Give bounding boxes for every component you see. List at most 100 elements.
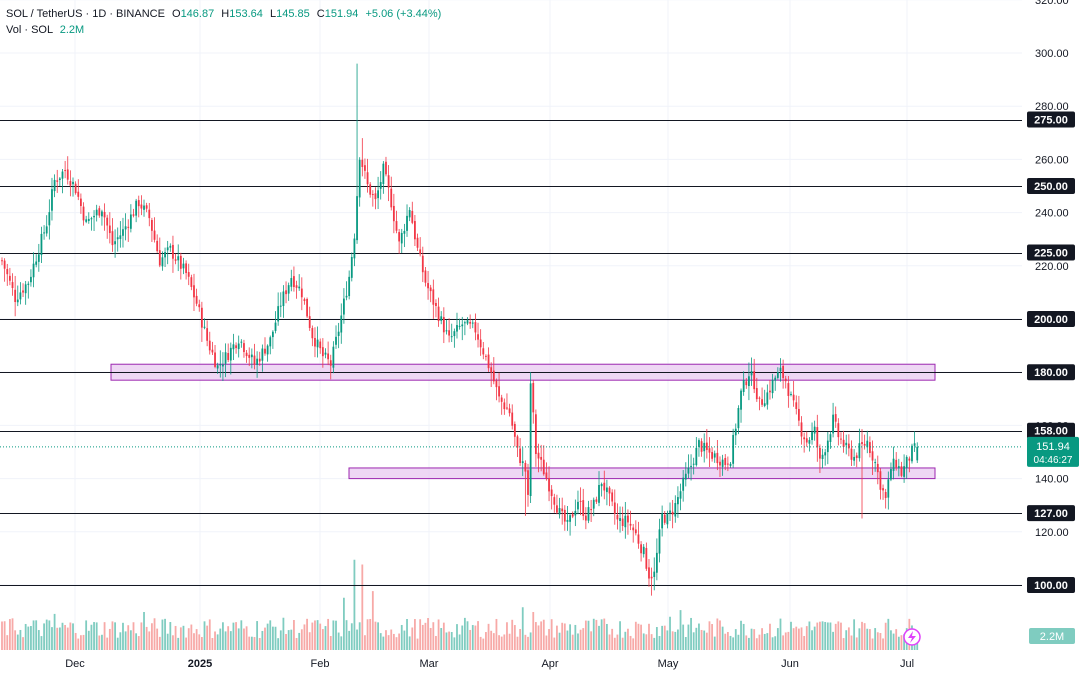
candle-body	[797, 408, 800, 421]
time-axis-label: May	[658, 658, 679, 670]
candle-body	[61, 171, 64, 179]
volume-bar	[519, 629, 522, 650]
candle-body	[129, 214, 132, 229]
candle-body	[240, 341, 243, 343]
time-axis-label: Feb	[311, 658, 330, 670]
candle-body	[634, 529, 637, 534]
volume-bar	[882, 638, 884, 650]
volume-bar	[311, 622, 314, 650]
candle-body	[169, 245, 172, 248]
volume-bar	[132, 622, 135, 650]
candle-body	[624, 515, 627, 528]
volume-bar	[711, 624, 713, 650]
candle-body	[461, 324, 464, 327]
volume-bar	[521, 607, 524, 650]
volume-bar	[506, 622, 508, 650]
candle-body	[600, 483, 603, 487]
volume-bar	[745, 635, 748, 650]
candle-body	[511, 412, 514, 426]
candle-body	[271, 331, 274, 338]
volume-bar	[187, 628, 190, 650]
level-label-box	[1027, 422, 1075, 439]
volume-bar	[769, 623, 771, 650]
volume-bar	[700, 629, 703, 650]
candle-body	[616, 514, 619, 520]
volume-bar	[101, 634, 103, 650]
volume-bar	[642, 633, 645, 650]
volume-bar	[542, 619, 545, 650]
candle-body	[179, 255, 182, 269]
candle-body	[195, 295, 198, 304]
candle-body	[450, 336, 453, 338]
candle-body	[861, 442, 863, 445]
volume-bar	[776, 628, 779, 650]
candle-body	[1, 260, 3, 262]
candle-body	[95, 209, 98, 216]
volume-bar	[135, 633, 138, 650]
candle-body	[684, 473, 687, 480]
candle-body	[172, 244, 174, 259]
candle-body	[335, 336, 337, 345]
volume-bar	[858, 628, 861, 650]
candle-body	[853, 456, 856, 461]
volume-bar	[684, 637, 687, 650]
candle-body	[424, 270, 427, 283]
candle-body	[282, 291, 285, 307]
volume-bar	[705, 632, 708, 650]
volume-bar	[695, 627, 698, 650]
volume-bar	[148, 631, 151, 650]
candle-body	[395, 221, 398, 231]
candle-body	[211, 349, 214, 353]
volume-bar	[24, 623, 27, 650]
candle-body	[892, 458, 895, 471]
volume-bar	[51, 627, 53, 650]
lightning-event-icon[interactable]	[903, 628, 921, 646]
volume-bar	[56, 627, 59, 650]
volume-bar	[266, 623, 269, 650]
candle-body	[700, 441, 703, 452]
volume-bar	[629, 635, 632, 650]
volume-bar	[648, 623, 650, 650]
volume-bar	[432, 622, 435, 650]
candle-body	[687, 467, 690, 474]
candle-body	[608, 487, 611, 494]
candle-body	[374, 193, 377, 200]
volume-bar	[371, 591, 374, 650]
price-axis-tick: 320.00	[1035, 0, 1069, 7]
volume-bar	[11, 618, 14, 650]
volume-bar	[156, 628, 159, 650]
candle-body	[77, 191, 80, 197]
candle-body	[837, 423, 840, 438]
volume-bar	[861, 621, 863, 650]
volume-bar	[164, 618, 166, 650]
candle-body	[834, 414, 837, 422]
volume-bar	[719, 620, 721, 650]
candle-body	[432, 289, 435, 305]
candle-body	[800, 422, 803, 437]
candle-body	[295, 285, 298, 288]
candle-body	[348, 276, 351, 297]
volume-bar	[884, 622, 887, 650]
candle-body	[266, 345, 269, 355]
volume-bar	[558, 632, 561, 650]
volume-bar	[663, 625, 666, 650]
volume-bar	[855, 637, 858, 650]
candle-body	[869, 442, 871, 453]
volume-bar	[463, 617, 466, 650]
volume-bar	[298, 632, 301, 650]
candle-body	[469, 322, 472, 324]
volume-bar	[379, 633, 382, 650]
candle-body	[340, 315, 343, 333]
volume-bar	[674, 631, 677, 650]
volume-bar	[329, 636, 332, 650]
candle-body	[30, 276, 32, 283]
candle-body	[324, 352, 327, 355]
volume-bar	[587, 620, 590, 650]
volume-bar	[829, 622, 832, 650]
volume-bar	[43, 623, 45, 650]
candle-body	[332, 346, 335, 368]
volume-bar	[216, 634, 219, 650]
volume-bar	[784, 632, 787, 650]
